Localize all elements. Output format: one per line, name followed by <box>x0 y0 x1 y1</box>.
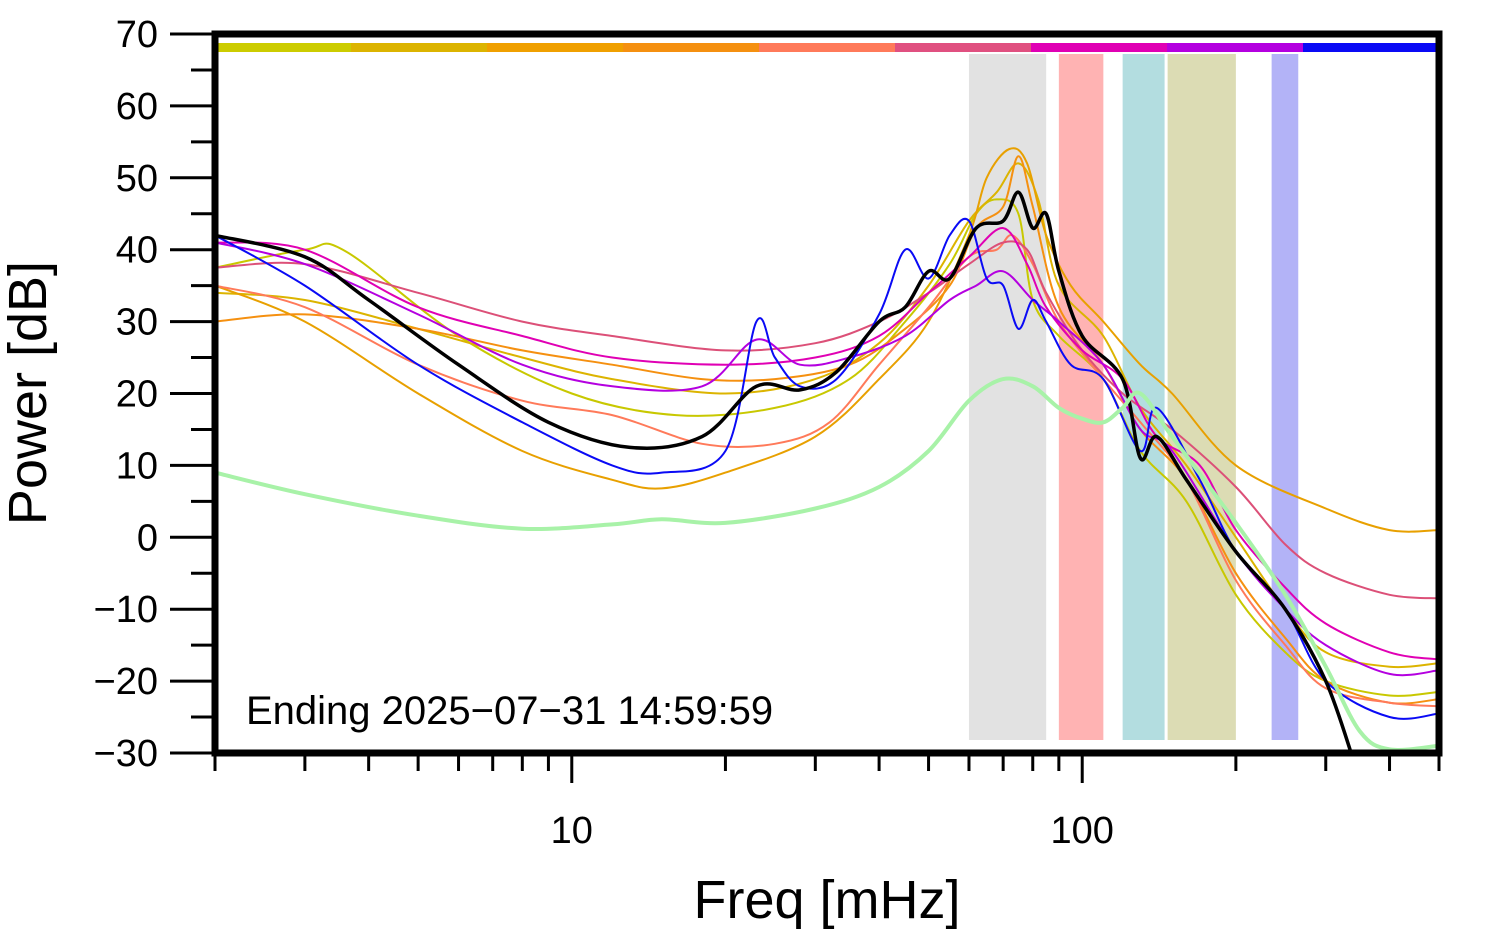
timestamp-annotation: Ending 2025−07−31 14:59:59 <box>246 689 773 733</box>
y-tick-label: 30 <box>116 302 158 344</box>
series-line-3 <box>215 147 1439 533</box>
strip-segment-7 <box>1031 43 1168 52</box>
y-tick-label: −30 <box>94 733 158 775</box>
frequency-bands <box>968 54 1299 740</box>
series-line-2 <box>215 162 1439 669</box>
frequency-band-1 <box>968 54 1047 740</box>
y-tick-label: −10 <box>94 589 158 631</box>
strip-segment-3 <box>487 43 624 52</box>
series-line-6 <box>215 240 1439 600</box>
y-tick-label: 40 <box>116 230 158 272</box>
series-line-11 <box>215 376 1439 752</box>
y-tick-label: 60 <box>116 86 158 128</box>
y-tick-label: 50 <box>116 158 158 200</box>
strip-segment-2 <box>351 43 488 52</box>
top-color-strip <box>215 43 1440 52</box>
x-tick-label: 10 <box>551 810 593 852</box>
plot-series <box>215 147 1439 753</box>
strip-segment-4 <box>623 43 760 52</box>
frequency-band-2 <box>1058 54 1104 740</box>
y-axis-title: Power [dB] <box>0 261 58 525</box>
series-line-10 <box>215 190 1353 753</box>
x-axis: 10 100 <box>213 753 1441 852</box>
x-axis-title: Freq [mHz] <box>693 870 960 930</box>
strip-segment-9 <box>1303 43 1440 52</box>
plot-frame <box>211 30 1443 757</box>
y-axis: −30 −20 −10 0 10 20 30 40 50 60 70 <box>94 14 215 775</box>
y-tick-label: 0 <box>137 517 158 559</box>
strip-segment-6 <box>895 43 1032 52</box>
series-line-7 <box>215 227 1439 661</box>
series-line-1 <box>215 198 1439 697</box>
strip-segment-5 <box>759 43 896 52</box>
y-tick-label: 20 <box>116 374 158 416</box>
frequency-band-4 <box>1167 54 1236 740</box>
y-tick-label: −20 <box>94 661 158 703</box>
y-tick-label: 10 <box>116 445 158 487</box>
x-tick-label: 100 <box>1051 810 1114 852</box>
series-line-4 <box>215 155 1439 705</box>
strip-segment-8 <box>1167 43 1304 52</box>
series-line-9 <box>215 217 1439 720</box>
strip-segment-1 <box>215 43 352 52</box>
y-tick-label: 70 <box>116 14 158 56</box>
